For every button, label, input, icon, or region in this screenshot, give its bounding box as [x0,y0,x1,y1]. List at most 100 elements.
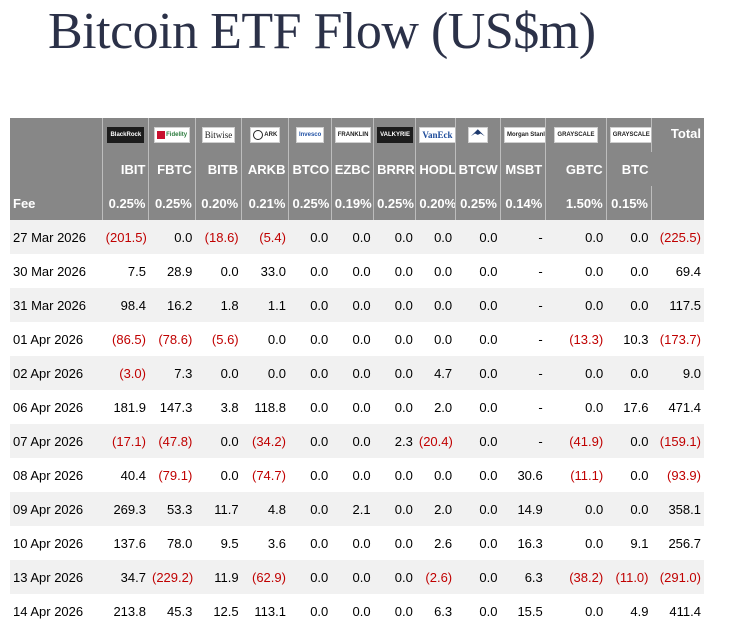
flow-value: (5.4) [241,220,289,254]
row-total: (291.0) [651,560,704,594]
flow-value: 0.0 [415,220,456,254]
flow-value: 30.6 [517,467,543,483]
ticker-label: FBTC [148,152,196,186]
flow-value: 0.0 [455,356,501,390]
flow-value: 12.5 [213,603,239,619]
fee-value: 0.19% [331,186,375,220]
table-row: 06 Apr 2026 181.9 147.3 3.8 118.8 0.0 0.0 0.0 2.… [10,390,704,424]
flow-value: 0.0 [331,356,374,390]
ticker-label: BTCO [288,152,332,186]
ticker-label: BITB [195,152,243,186]
fee-label: Fee [10,186,104,220]
flow-value: 0.0 [352,603,371,619]
row-total: 358.1 [651,492,704,526]
flow-value: 0.0 [373,288,416,322]
issuer-cell-valkyrie: VALKYRIE [373,118,417,152]
flow-value: 0.0 [394,603,413,619]
issuer-cell-invesco: Invesco [288,118,332,152]
fidelity-logo-text: Fidelity [166,132,188,139]
flow-value: 0.0 [434,263,453,279]
flow-value: - [500,288,546,322]
flow-value: 4.7 [415,356,456,390]
flow-value: 0.0 [394,331,413,347]
flow-value: 6.3 [500,560,546,594]
ticker-label: EZBC [331,152,375,186]
flow-value: 0.0 [310,603,329,619]
row-total: 69.4 [675,263,701,279]
flow-value: 17.6 [623,399,649,415]
fee-total-empty [651,186,704,220]
ticker-label: GBTC [545,152,607,186]
flow-value: (34.2) [241,424,289,458]
flow-value: 113.1 [254,603,286,619]
flow-value: 0.0 [310,399,329,415]
row-date: 09 Apr 2026 [10,492,103,526]
flow-value: 181.9 [113,399,146,415]
flow-value: 1.8 [195,288,242,322]
flow-value: (62.9) [241,560,289,594]
flow-value: 0.0 [373,220,416,254]
flow-value: 0.0 [373,560,416,594]
fee-row: Fee 0.25% 0.25% 0.20% 0.21% 0.25% 0.19% … [10,186,704,220]
morgan-stanley-logo: Morgan Stanley [503,127,545,144]
flow-value: 4.9 [630,603,649,619]
flow-value: 0.0 [352,331,371,347]
flow-value: 2.3 [373,424,416,458]
row-total: 411.4 [669,603,701,619]
franklin-templeton-logo: FRANKLIN [334,127,372,144]
flow-value: 2.1 [331,492,374,526]
flow-value: (41.9) [545,424,607,458]
fee-value: 0.20% [195,186,243,220]
flow-value: 0.0 [455,424,501,458]
flow-value: (18.6) [195,220,242,254]
flow-value: 0.0 [415,288,456,322]
ticker-label: BRRR [373,152,417,186]
row-date: 07 Apr 2026 [10,424,103,458]
fee-value: 0.20% [415,186,456,220]
flow-value: 0.0 [630,467,649,483]
flow-value: 0.0 [394,467,413,483]
flow-value: 0.0 [373,492,416,526]
issuer-cell-bitwise: Bitwise [195,118,243,152]
flow-value: (13.3) [569,331,604,347]
flow-value: 137.6 [113,535,146,551]
flow-value: - [500,220,546,254]
vaneck-logo: VanEck [419,127,455,144]
flow-value: 0.0 [310,263,329,279]
ticker-row: IBIT FBTC BITB ARKB BTCO EZBC BRRR HODL … [10,152,704,186]
row-date: 06 Apr 2026 [13,399,84,415]
etf-flow-table: BlackRock Fidelity Bitwise ARK Invesco F… [10,118,704,628]
table-row: 13 Apr 2026 34.7 (229.2) 11.9 (62.9) 0.0 0.0 0.… [10,560,704,594]
row-date: 27 Mar 2026 [10,220,103,254]
flow-value: - [500,424,546,458]
invesco-logo: Invesco [295,127,325,144]
row-total: 471.4 [668,399,701,415]
flow-value: 0.0 [630,263,649,279]
row-date: 02 Apr 2026 [10,356,103,390]
table-row: 09 Apr 2026 269.3 53.3 11.7 4.8 0.0 2.1 0.0 2.0 0… [10,492,704,526]
fee-value: 0.25% [373,186,417,220]
flow-value: 0.0 [434,331,453,347]
corner-cell [10,118,104,152]
row-total: (93.9) [667,467,701,483]
row-date: 08 Apr 2026 [13,467,84,483]
flow-value: (11.1) [570,467,604,483]
table-row: 08 Apr 2026 40.4 (79.1) 0.0 (74.7) 0.0 0.0 0.0 0… [10,458,704,492]
grayscale-logo: GRAYSCALE [609,127,651,144]
flow-value: 0.0 [606,424,652,458]
row-date: 30 Mar 2026 [13,263,86,279]
flow-value: (47.8) [148,424,196,458]
flow-value: (78.6) [158,331,193,347]
flow-value: 0.0 [479,331,498,347]
row-total: 117.5 [651,288,704,322]
flow-value: 9.1 [630,535,649,551]
flow-value: (3.0) [102,356,149,390]
row-date: 31 Mar 2026 [10,288,103,322]
flow-value: 7.3 [148,356,196,390]
flow-value: 0.0 [585,535,604,551]
ticker-label: BTCW [455,152,501,186]
issuer-cell-wisdomtree [455,118,501,152]
flow-value: 10.3 [623,331,649,347]
flow-value: 0.0 [352,263,371,279]
fee-value: 1.50% [545,186,607,220]
